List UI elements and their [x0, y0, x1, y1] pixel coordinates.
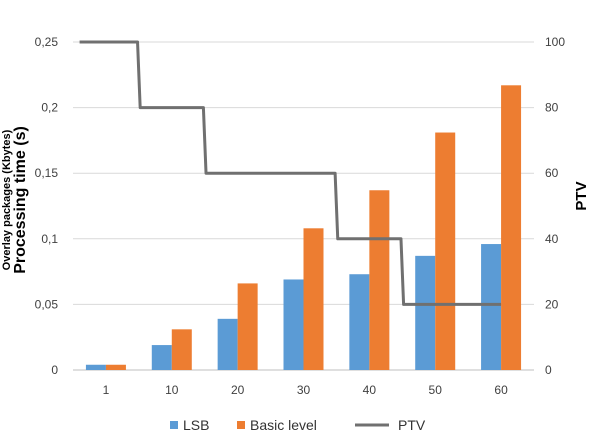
bar-basic-level — [171, 329, 192, 370]
bar-basic-level — [501, 85, 522, 371]
left-tick-label: 0,1 — [41, 232, 58, 246]
bars — [85, 85, 522, 371]
legend: LSB Basic level PTV — [170, 417, 426, 433]
right-axis-ticks: 0 20 40 60 80 100 — [545, 35, 565, 377]
x-axis-ticks: 1 10 20 30 40 50 60 — [103, 383, 508, 397]
left-tick-label: 0,05 — [35, 297, 59, 311]
bar-lsb — [349, 274, 370, 370]
right-tick-label: 80 — [545, 101, 559, 115]
bar-lsb — [151, 345, 172, 370]
x-tick-label: 40 — [363, 383, 377, 397]
left-tick-label: 0 — [51, 363, 58, 377]
left-tick-label: 0,25 — [35, 35, 59, 49]
bar-lsb — [217, 318, 238, 370]
bar-lsb — [85, 364, 106, 370]
legend-label-basic-level: Basic level — [250, 417, 317, 433]
x-tick-label: 30 — [297, 383, 311, 397]
bar-lsb — [283, 279, 304, 370]
right-tick-label: 40 — [545, 232, 559, 246]
x-tick-label: 50 — [429, 383, 443, 397]
bar-basic-level — [369, 190, 390, 370]
right-tick-label: 100 — [545, 35, 565, 49]
ptv-line — [79, 40, 502, 306]
left-axis-title: Processing time (s) — [12, 126, 29, 274]
left-axis-ticks: 0 0,05 0,1 0,15 0,2 0,25 — [35, 35, 59, 377]
right-tick-label: 60 — [545, 166, 559, 180]
right-tick-label: 20 — [545, 297, 559, 311]
x-tick-label: 10 — [165, 383, 179, 397]
left-tick-label: 0,15 — [35, 166, 59, 180]
legend-label-ptv: PTV — [398, 417, 426, 433]
bar-basic-level — [105, 364, 126, 370]
legend-label-lsb: LSB — [183, 417, 209, 433]
right-axis-title: PTV — [573, 181, 590, 210]
right-tick-label: 0 — [545, 363, 552, 377]
bar-lsb — [481, 244, 502, 370]
legend-swatch-basic-level — [237, 421, 245, 429]
bar-basic-level — [303, 228, 324, 370]
bar-basic-level — [237, 283, 258, 370]
ptv-series-line — [79, 40, 502, 306]
legend-swatch-lsb — [170, 421, 178, 429]
bar-lsb — [415, 255, 436, 370]
x-tick-label: 20 — [231, 383, 245, 397]
bar-basic-level — [435, 132, 456, 370]
x-tick-label: 1 — [103, 383, 110, 397]
left-tick-label: 0,2 — [41, 101, 58, 115]
left-axis-secondary-title: Overlay packages (Kbytes) — [1, 129, 13, 270]
x-tick-label: 60 — [494, 383, 508, 397]
